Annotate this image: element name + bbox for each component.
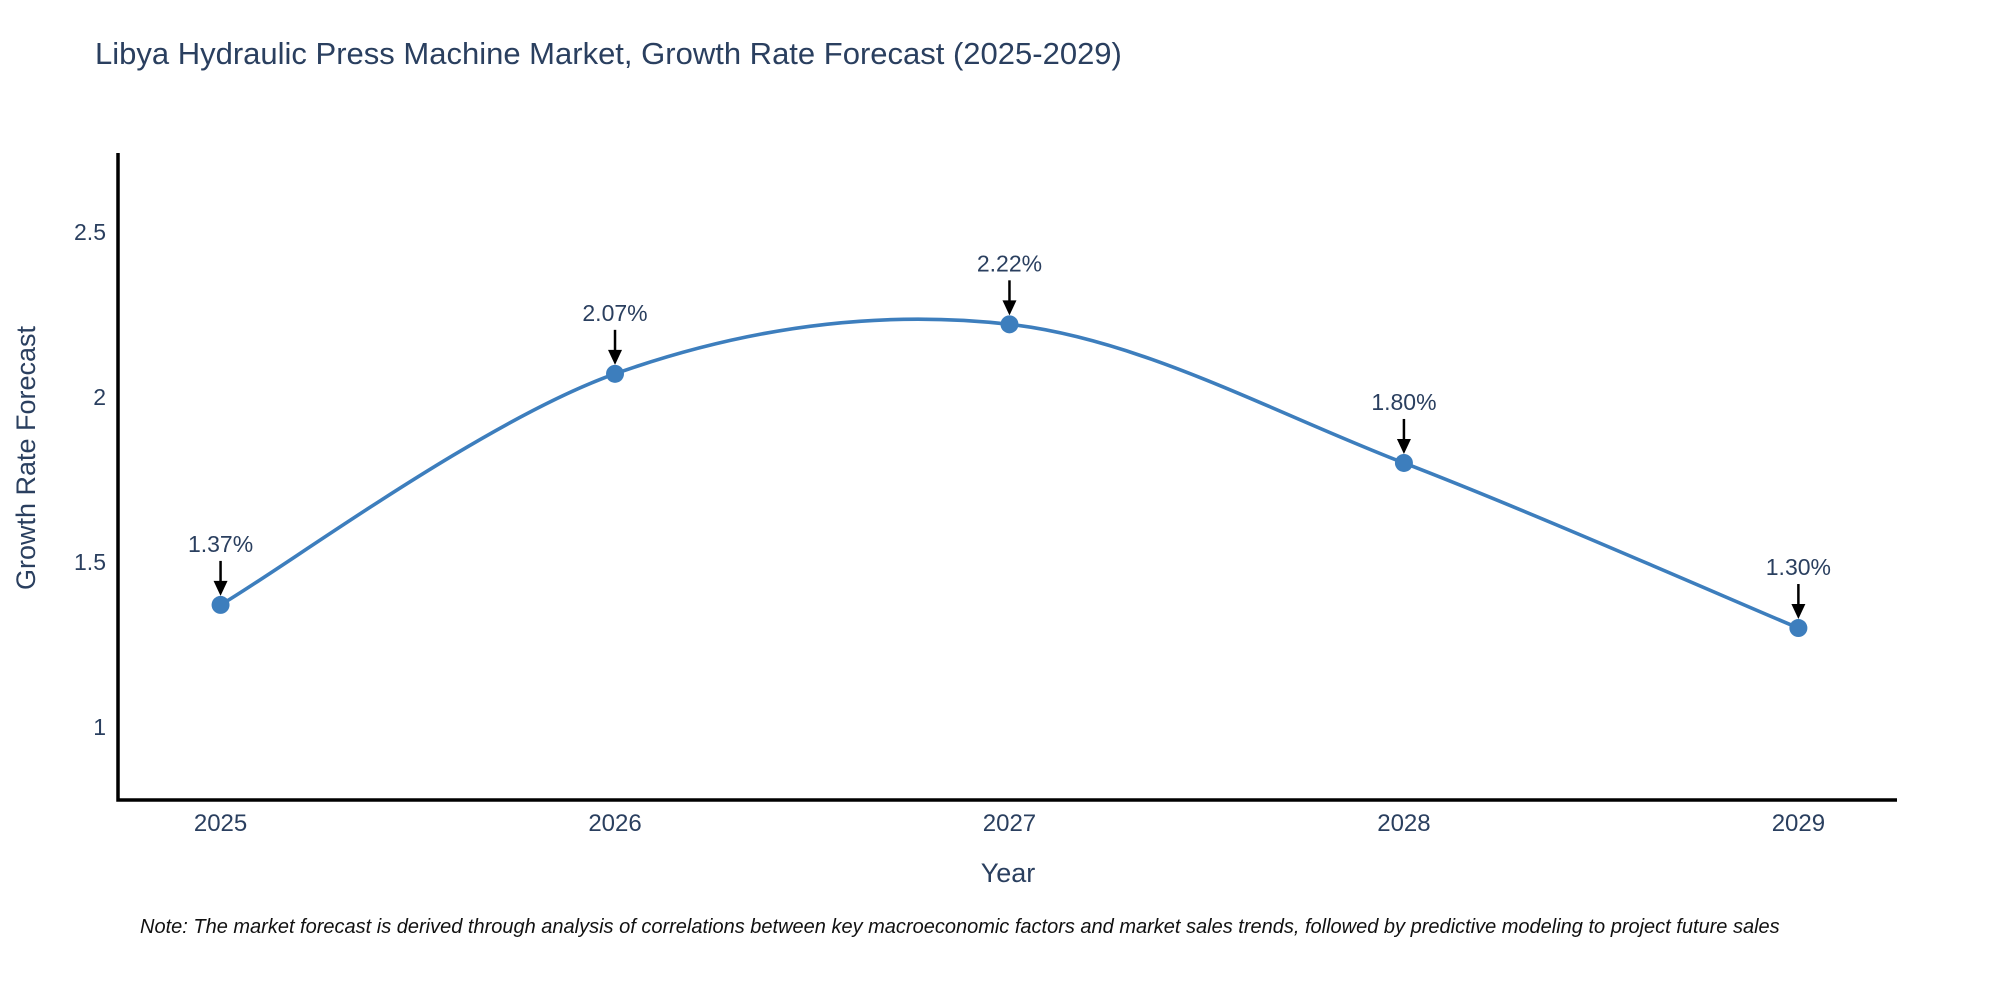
y-axis-title: Growth Rate Forecast [11, 325, 41, 591]
chart-title: Libya Hydraulic Press Machine Market, Gr… [95, 36, 1122, 71]
x-tick-label: 2025 [194, 810, 247, 837]
annotation-arrow-head [213, 580, 228, 596]
data-point-label: 1.30% [1766, 554, 1831, 580]
chart-note: Note: The market forecast is derived thr… [140, 916, 1780, 938]
x-tick-label: 2029 [1772, 810, 1825, 837]
y-tick-label: 1 [93, 714, 106, 740]
y-tick-label: 2 [93, 384, 106, 410]
data-point-label: 1.37% [188, 531, 253, 557]
data-point-marker [1394, 453, 1413, 472]
y-tick-label: 1.5 [74, 549, 106, 575]
axis-lines [116, 153, 1897, 802]
data-point-label: 1.80% [1371, 389, 1436, 415]
data-point-marker [211, 595, 230, 614]
data-point-marker [606, 364, 625, 383]
x-tick-label: 2028 [1377, 810, 1430, 837]
data-point-marker [1000, 315, 1019, 334]
y-tick-label: 2.5 [74, 219, 106, 245]
data-point-label: 2.07% [582, 300, 647, 326]
annotation-arrow-head [608, 349, 623, 365]
annotation-arrow-head [1791, 604, 1806, 620]
x-tick-label: 2026 [588, 810, 641, 837]
x-tick-label: 2027 [983, 810, 1036, 837]
data-point-marker [1789, 619, 1808, 638]
data-point-label: 2.22% [977, 250, 1042, 276]
annotation-arrow-head [1002, 300, 1017, 316]
annotation-arrow-head [1396, 438, 1411, 454]
x-axis-title: Year [980, 858, 1036, 888]
line-series [218, 317, 1801, 630]
